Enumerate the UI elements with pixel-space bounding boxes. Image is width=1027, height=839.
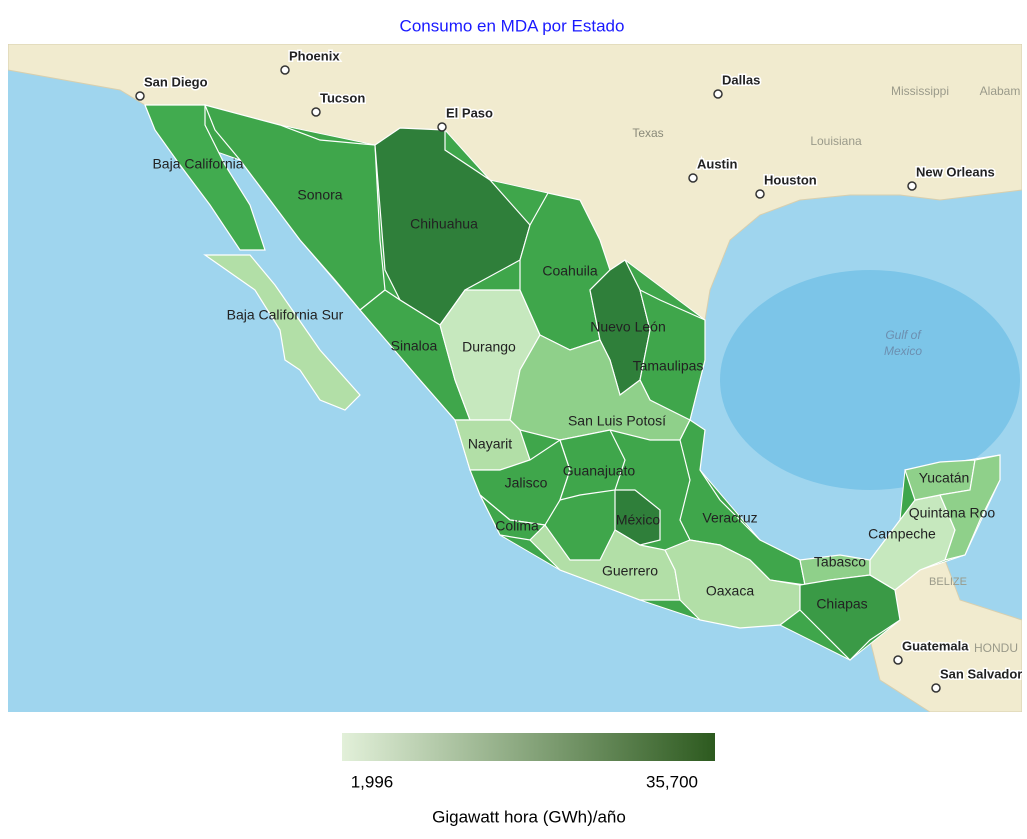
state-label: Sonora xyxy=(297,187,342,203)
map-title: Consumo en MDA por Estado xyxy=(400,16,625,35)
city-label: San Salvador xyxy=(940,666,1022,681)
city-marker xyxy=(688,173,698,183)
region-label: Mississippi xyxy=(891,84,949,98)
city-marker xyxy=(931,683,941,693)
city-label: Dallas xyxy=(722,72,760,87)
city-marker xyxy=(437,122,447,132)
state-label: Nayarit xyxy=(468,436,512,452)
state-label: Colima xyxy=(495,518,539,534)
legend-max: 35,700 xyxy=(646,772,698,791)
city-label: New Orleans xyxy=(916,164,995,179)
legend-title: Gigawatt hora (GWh)/año xyxy=(432,807,626,826)
state-region xyxy=(799,574,901,661)
state-region xyxy=(559,429,626,501)
state-label: Guerrero xyxy=(602,563,658,579)
legend-min: 1,996 xyxy=(351,772,394,791)
city-label: Phoenix xyxy=(289,48,340,63)
state-region xyxy=(939,454,1001,561)
state-label: San Luis Potosí xyxy=(568,413,666,429)
deep-gulf xyxy=(720,270,1020,490)
region-label: Mexico xyxy=(884,344,922,358)
city-label: El Paso xyxy=(446,105,493,120)
state-label: México xyxy=(616,512,661,528)
state-label: Baja California Sur xyxy=(227,307,344,323)
state-label: Oaxaca xyxy=(706,583,754,599)
state-region xyxy=(144,104,266,251)
state-label: Quintana Roo xyxy=(909,505,996,521)
state-label: Durango xyxy=(462,339,516,355)
map-area: Baja California Baja California Sur Sonora… xyxy=(8,44,1022,712)
region-label: Gulf of xyxy=(885,328,922,342)
state-label: Nuevo León xyxy=(590,319,666,335)
state-label: Veracruz xyxy=(702,510,757,526)
state-label: Jalisco xyxy=(505,475,548,491)
state-label: Chiapas xyxy=(816,596,867,612)
city-marker xyxy=(907,181,917,191)
legend-gradient xyxy=(342,733,715,761)
city-marker xyxy=(135,91,145,101)
city-marker xyxy=(713,89,723,99)
state-label: Coahuila xyxy=(542,263,597,279)
state-label: Yucatán xyxy=(919,470,970,486)
state-label: Chihuahua xyxy=(410,216,478,232)
city-label: San Diego xyxy=(144,74,208,89)
city-label: Austin xyxy=(697,156,738,171)
city-label: Houston xyxy=(764,172,817,187)
state-label: Tamaulipas xyxy=(633,358,704,374)
city-label: Guatemala xyxy=(902,638,969,653)
state-label: Baja California xyxy=(152,156,243,172)
region-label: HONDU xyxy=(974,641,1018,655)
region-label: Louisiana xyxy=(810,134,862,148)
state-label: Tabasco xyxy=(814,554,866,570)
region-label: Texas xyxy=(632,126,663,140)
state-region xyxy=(509,334,691,441)
state-label: Guanajuato xyxy=(563,463,636,479)
state-region xyxy=(203,254,361,411)
city-marker xyxy=(311,107,321,117)
city-marker xyxy=(893,655,903,665)
region-label: Alabam xyxy=(980,84,1021,98)
region-label: BELIZE xyxy=(929,576,967,588)
city-marker xyxy=(280,65,290,75)
state-label: Campeche xyxy=(868,526,936,542)
city-label: Tucson xyxy=(320,90,365,105)
city-marker xyxy=(755,189,765,199)
state-label: Sinaloa xyxy=(391,338,438,354)
